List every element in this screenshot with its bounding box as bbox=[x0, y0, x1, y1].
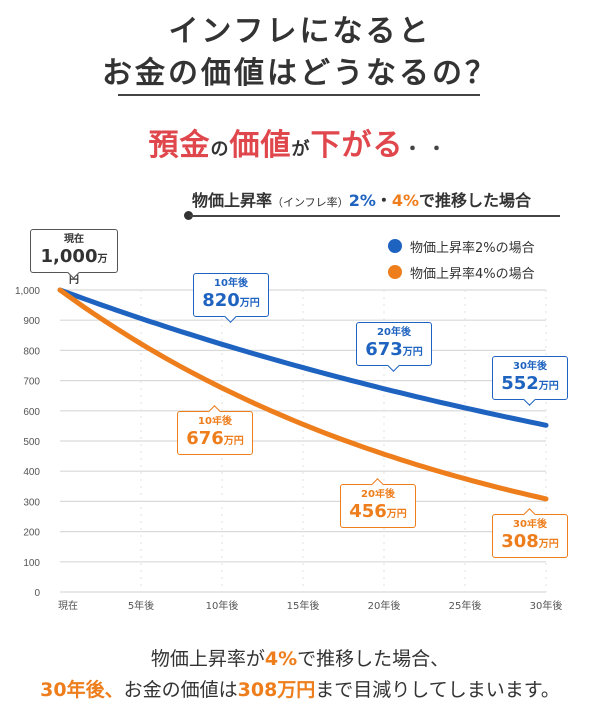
callout-start: 現在 1,000万円 bbox=[30, 229, 118, 286]
x-tick-label: 現在 bbox=[58, 600, 78, 612]
scenario-suffix: で推移した場合 bbox=[419, 191, 532, 210]
callout-2pct-20y: 20年後 673万円 bbox=[356, 322, 432, 366]
scenario-rate-4: 4% bbox=[391, 191, 420, 210]
scenario-sep: ・ bbox=[375, 191, 392, 210]
callout-unit: 万円 bbox=[538, 381, 559, 392]
callout-label: 現在 bbox=[64, 234, 84, 245]
callout-unit: 万円 bbox=[223, 436, 244, 447]
callout-label: 30年後 bbox=[513, 519, 547, 530]
scenario-bullet-icon bbox=[184, 211, 193, 220]
subtitle-deposit: 預金 bbox=[148, 128, 211, 163]
title-underline bbox=[118, 94, 480, 96]
callout-value: 673 bbox=[365, 339, 403, 360]
y-tick-label: 200 bbox=[23, 528, 40, 539]
legend-label: 物価上昇率2%の場合 bbox=[410, 240, 535, 256]
footer-text: まで目減りしてしまいます。 bbox=[315, 679, 560, 701]
y-tick-label: 400 bbox=[23, 467, 40, 478]
callout-unit: 万円 bbox=[239, 298, 260, 309]
scenario-heading: 物価上昇率（インフレ率）2%・4%で推移した場合 bbox=[192, 187, 531, 211]
callout-label: 10年後 bbox=[214, 278, 248, 289]
callout-2pct-10y: 10年後 820万円 bbox=[193, 273, 269, 317]
x-tick-label: 25年後 bbox=[449, 599, 482, 612]
subtitle-ellipsis: ・・ bbox=[403, 139, 452, 160]
footer-highlight-amount: 308万円 bbox=[237, 679, 316, 701]
subtitle: 預金の価値が下がる・・ bbox=[0, 120, 600, 164]
footer-highlight-rate: 4% bbox=[264, 648, 298, 670]
y-tick-label: 600 bbox=[23, 407, 40, 418]
callout-value: 820 bbox=[202, 290, 240, 311]
callout-2pct-30y: 30年後 552万円 bbox=[492, 356, 568, 400]
callout-label: 30年後 bbox=[513, 361, 547, 372]
y-tick-label: 300 bbox=[23, 497, 40, 508]
series-line-2pct bbox=[57, 287, 549, 428]
footer-text: お金の価値は bbox=[123, 679, 238, 701]
callout-value: 676 bbox=[186, 428, 224, 449]
x-tick-label: 10年後 bbox=[206, 599, 239, 612]
y-tick-label: 100 bbox=[23, 558, 40, 569]
callout-unit: 万円 bbox=[402, 347, 423, 358]
callout-unit: 万円 bbox=[538, 539, 559, 550]
legend-dot-icon bbox=[388, 265, 402, 279]
legend-item-2pct: 物価上昇率2%の場合 bbox=[388, 233, 535, 259]
chart-legend: 物価上昇率2%の場合 物価上昇率4%の場合 bbox=[388, 233, 535, 285]
x-tick-label: 30年後 bbox=[530, 599, 563, 612]
y-tick-label: 800 bbox=[23, 346, 40, 357]
y-tick-label: 700 bbox=[23, 377, 40, 388]
subtitle-particle: の bbox=[210, 139, 230, 160]
callout-unit: 万円 bbox=[386, 509, 407, 520]
y-tick-label: 1,000 bbox=[15, 286, 40, 297]
scenario-prefix: 物価上昇率 bbox=[192, 191, 273, 210]
callout-4pct-10y: 10年後 676万円 bbox=[177, 411, 253, 455]
subtitle-particle: が bbox=[291, 139, 311, 160]
callout-label: 10年後 bbox=[198, 416, 232, 427]
callout-value: 456 bbox=[349, 501, 387, 522]
legend-label: 物価上昇率4%の場合 bbox=[410, 266, 535, 282]
legend-item-4pct: 物価上昇率4%の場合 bbox=[388, 259, 535, 285]
scenario-paren: （インフレ率） bbox=[272, 196, 349, 209]
footer-line2: 30年後、お金の価値は308万円まで目減りしてしまいます。 bbox=[0, 675, 600, 702]
y-tick-label: 500 bbox=[23, 437, 40, 448]
callout-4pct-30y: 30年後 308万円 bbox=[492, 514, 568, 558]
callout-4pct-20y: 20年後 456万円 bbox=[340, 484, 416, 528]
y-tick-label: 900 bbox=[23, 316, 40, 327]
callout-unit: 万円 bbox=[69, 254, 108, 286]
callout-value: 552 bbox=[501, 373, 539, 394]
scenario-underline bbox=[190, 215, 560, 217]
legend-dot-icon bbox=[388, 239, 402, 253]
callout-value: 308 bbox=[501, 531, 539, 552]
footer-text: で推移した場合、 bbox=[297, 648, 450, 670]
callout-label: 20年後 bbox=[377, 327, 411, 338]
series-line-4pct bbox=[57, 287, 549, 502]
footer-text: 物価上昇率が bbox=[150, 648, 265, 670]
x-tick-label: 20年後 bbox=[368, 599, 401, 612]
y-tick-label: 0 bbox=[34, 588, 40, 599]
page-title-line1: インフレになると bbox=[168, 14, 432, 49]
footer-line1: 物価上昇率が4%で推移した場合、 bbox=[0, 644, 600, 671]
x-tick-label: 15年後 bbox=[287, 599, 320, 612]
x-tick-label: 5年後 bbox=[128, 599, 154, 612]
footer-highlight-years: 30年後、 bbox=[40, 679, 124, 701]
subtitle-decrease: 下がる bbox=[310, 128, 404, 163]
scenario-rate-2: 2% bbox=[348, 191, 376, 210]
subtitle-value: 価値 bbox=[229, 128, 292, 163]
page-title-line2: お金の価値はどうなるの？ bbox=[102, 56, 498, 91]
callout-value: 1,000 bbox=[40, 246, 98, 267]
callout-label: 20年後 bbox=[361, 489, 395, 500]
